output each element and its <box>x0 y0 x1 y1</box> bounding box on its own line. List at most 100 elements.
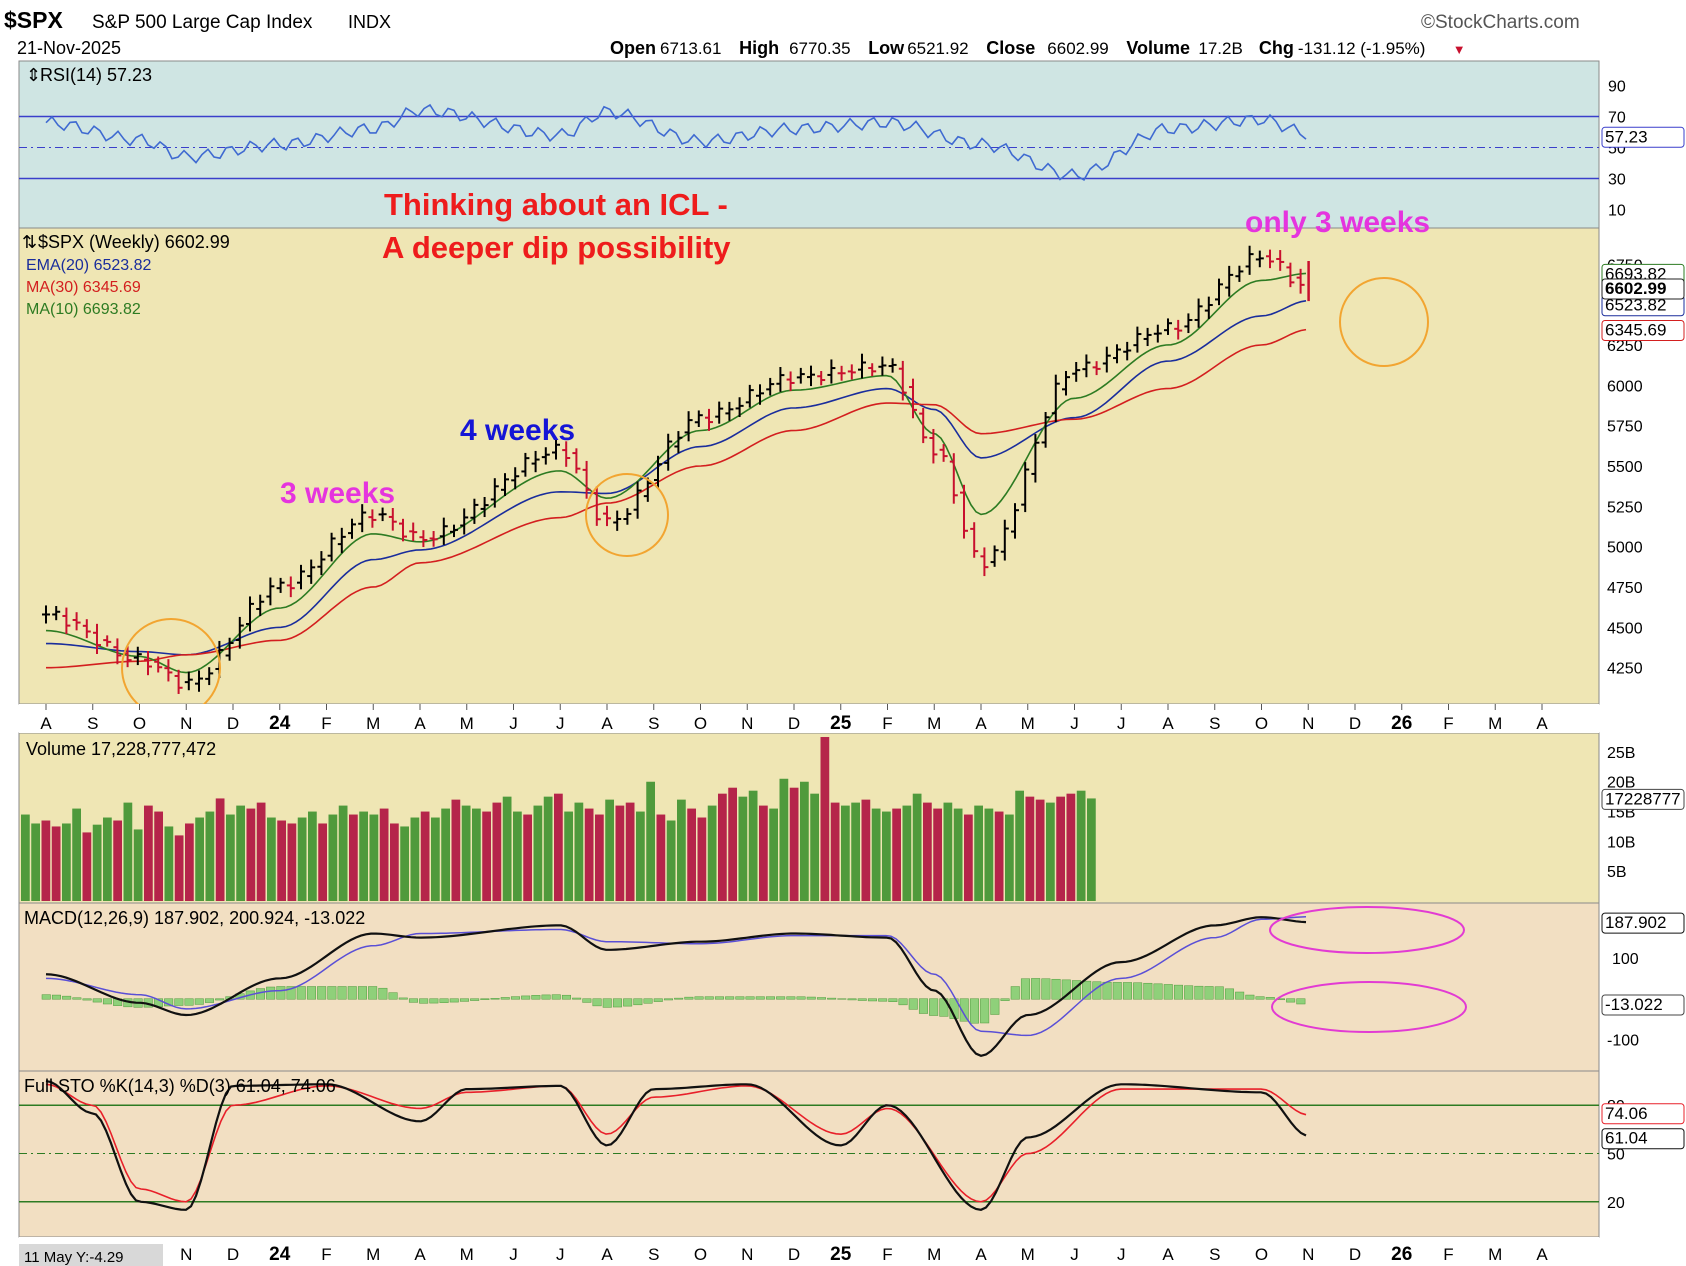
macd-histogram-bar <box>653 998 663 1002</box>
volume-bar <box>338 805 348 901</box>
volume-bar <box>441 808 450 901</box>
month-label: O <box>133 714 146 733</box>
volume-bar <box>923 802 932 901</box>
month-label: A <box>975 714 987 733</box>
bottom-month-label: M <box>927 1245 941 1264</box>
month-label: A <box>414 714 426 733</box>
macd-histogram-bar <box>1296 998 1306 1005</box>
price-chart: 6750625060005750550052505000475045004250… <box>42 245 1685 694</box>
rsi-tick-label: 70 <box>1608 110 1626 127</box>
bottom-month-label: M <box>366 1245 380 1264</box>
macd-line <box>45 916 1307 1057</box>
bottom-axis: N D 24 F M A M J J A S O N D 25 F M A M J J A S O N D 26 F M A <box>19 1237 1599 1266</box>
macd-histogram-bar <box>786 996 796 1000</box>
macd-histogram-bar <box>582 998 592 1003</box>
ema20-legend: EMA(20) 6523.82 <box>26 257 152 274</box>
sto-d-current-label-box <box>1601 1103 1685 1125</box>
month-label: N <box>1302 714 1314 733</box>
volume-bar <box>564 811 573 901</box>
macd-histogram-bar <box>194 998 204 1005</box>
rsi-current-label: 57.23 <box>1605 127 1648 146</box>
volume-legend: Volume 17,228,777,472 <box>26 739 216 759</box>
volume-bar <box>502 796 512 901</box>
month-label: S <box>648 714 659 733</box>
volume-current-label: 17228777 <box>1605 789 1681 808</box>
macd-histogram-bar <box>704 996 714 1000</box>
bottom-month-label: M <box>1021 1245 1035 1264</box>
watermark: ©StockCharts.com <box>1421 12 1580 33</box>
macd-histogram-bar <box>72 997 82 1000</box>
macd-histogram-bar <box>847 998 857 1001</box>
ma10-legend: MA(10) 6693.82 <box>26 301 141 318</box>
volume-bar <box>871 808 881 901</box>
annotation-icl-line2: A deeper dip possibility <box>382 230 731 265</box>
macd-histogram-bar <box>612 998 622 1008</box>
footer-badge-bg <box>19 1244 163 1266</box>
macd-histogram-bar <box>745 996 755 1000</box>
price-tick-label: 5750 <box>1607 419 1643 436</box>
month-label: O <box>1255 714 1268 733</box>
macd-histogram-bar <box>857 998 867 1001</box>
macd-histogram-bar <box>429 998 439 1004</box>
macd-histogram-bar <box>898 998 908 1006</box>
volume-bar <box>31 823 40 901</box>
volume-bar <box>851 802 860 901</box>
price-current-label-box <box>1601 278 1685 300</box>
macd-histogram-bar <box>92 998 102 1003</box>
bottom-month-label: 24 <box>269 1244 291 1265</box>
volume-bar <box>41 820 51 901</box>
month-label: J <box>509 714 518 733</box>
ohlc-label-open: Open <box>610 38 656 58</box>
macd-histogram-bar <box>398 997 408 1000</box>
macd-histogram-bar <box>1214 986 1224 1000</box>
month-label: J <box>556 714 565 733</box>
macd-histogram-bar <box>459 998 469 1002</box>
macd-histogram-bar <box>1061 979 1071 1000</box>
bottom-month-label: J <box>1117 1245 1126 1264</box>
macd-circle <box>1269 906 1465 954</box>
volume-bar <box>164 826 174 901</box>
rsi-current-label-box <box>1601 126 1685 148</box>
month-label: A <box>1162 714 1174 733</box>
macd-histogram-bar <box>480 998 490 1000</box>
ohlc-value-high: 6770.35 <box>789 39 850 58</box>
macd-histogram-bar <box>266 986 276 1000</box>
volume-bar <box>1015 790 1024 901</box>
macd-histogram-bar <box>276 986 286 1000</box>
macd-histogram-bar <box>1031 978 1041 1000</box>
volume-bar <box>759 805 768 901</box>
bottom-month-label: A <box>601 1245 613 1264</box>
macd-histogram-bar <box>837 998 847 1000</box>
volume-bar <box>195 817 204 901</box>
month-label: F <box>1443 714 1453 733</box>
volume-bar <box>62 823 71 901</box>
macd-histogram-bar <box>980 998 990 1024</box>
bottom-month-label: A <box>1162 1245 1174 1264</box>
volume-bar <box>123 802 133 901</box>
volume-tick-label: 5B <box>1607 864 1627 881</box>
macd-histogram-bar <box>82 998 92 1001</box>
volume-bar <box>390 823 399 901</box>
volume-bar <box>902 805 912 901</box>
volume-bar <box>82 832 92 901</box>
macd-histogram-bar <box>1020 978 1030 1000</box>
macd-histogram-bar <box>62 995 72 1000</box>
macd-histogram-bar <box>725 996 735 1000</box>
volume-bar <box>820 737 830 901</box>
ohlc-readout: Open 6713.61 High 6770.35 Low 6521.92 Close 660… <box>610 38 1466 58</box>
macd-histogram-bar <box>1102 981 1112 1000</box>
bottom-month-label: D <box>1349 1245 1361 1264</box>
ohlc-value-volume: 17.2B <box>1198 39 1242 58</box>
macd-histogram-bar <box>694 996 704 1000</box>
price-tick-label: 5500 <box>1607 459 1643 476</box>
exchange: INDX <box>348 12 391 32</box>
volume-bar <box>369 814 379 901</box>
volume-bar <box>841 805 850 901</box>
sto-k-current-label: 61.04 <box>1605 1129 1648 1148</box>
volume-bar <box>748 790 758 901</box>
rsi-tick-label: 30 <box>1608 172 1626 189</box>
macd-histogram-bar <box>327 986 337 1000</box>
macd-histogram-bar <box>674 997 684 1000</box>
